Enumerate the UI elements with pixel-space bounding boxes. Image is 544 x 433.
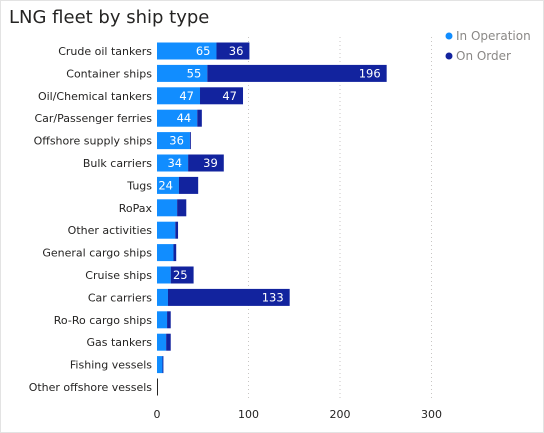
category-label: Other activities <box>68 224 153 237</box>
bar-segment-on-order[interactable] <box>167 311 171 329</box>
category-label: Gas tankers <box>86 336 152 349</box>
category-label: Tugs <box>126 179 152 192</box>
value-axis: 0 100 200 300 <box>154 408 443 421</box>
legend-marker <box>445 32 453 40</box>
category-label: Car/Passenger ferries <box>34 112 152 125</box>
bar-segment-on-order[interactable] <box>216 42 250 60</box>
category-axis: Crude oil tankers Container ships Oil/Chem… <box>29 45 153 394</box>
bar-segment-in-operation[interactable] <box>157 176 179 194</box>
data-label: 65 <box>196 44 211 58</box>
bar-segment-in-operation[interactable] <box>157 109 198 127</box>
legend-marker <box>445 52 453 60</box>
bar-segment-on-order[interactable] <box>189 132 191 150</box>
bar-segment-in-operation[interactable] <box>157 154 189 172</box>
data-label: 196 <box>359 66 381 80</box>
category-label: RoPax <box>119 202 153 215</box>
category-label: Other offshore vessels <box>29 381 153 394</box>
grid-lines <box>248 37 432 399</box>
bar-segment-in-operation[interactable] <box>157 199 178 217</box>
bars: 65 36 55 196 47 47 44 36 34 39 24 25 133 <box>157 42 387 396</box>
data-label: 24 <box>158 178 173 192</box>
legend-item-label[interactable]: On Order <box>456 49 511 63</box>
bar-segment-in-operation[interactable] <box>157 132 190 150</box>
legend: In Operation On Order <box>445 29 531 63</box>
x-tick-label: 0 <box>154 408 161 421</box>
bar-segment-on-order[interactable] <box>207 64 387 82</box>
x-tick-label: 300 <box>421 408 442 421</box>
category-label: Oil/Chemical tankers <box>38 90 152 103</box>
data-label: 44 <box>177 111 192 125</box>
category-label: Offshore supply ships <box>34 135 153 148</box>
category-label: Ro-Ro cargo ships <box>54 314 152 327</box>
bar-segment-in-operation[interactable] <box>157 333 167 351</box>
legend-item-label[interactable]: In Operation <box>456 29 531 43</box>
bar-segment-in-operation[interactable] <box>157 42 217 60</box>
category-label: Container ships <box>66 67 152 80</box>
bar-segment-on-order[interactable] <box>173 244 177 262</box>
data-label: 55 <box>187 66 202 80</box>
category-label: General cargo ships <box>42 247 152 260</box>
data-label: 47 <box>222 89 237 103</box>
bar-segment-in-operation[interactable] <box>157 64 208 82</box>
bar-segment-on-order[interactable] <box>178 176 199 194</box>
category-label: Crude oil tankers <box>58 45 152 58</box>
category-label: Car carriers <box>88 291 152 304</box>
data-label: 25 <box>173 268 188 282</box>
bar-segment-in-operation[interactable] <box>157 244 174 262</box>
bar-segment-on-order[interactable] <box>167 288 290 306</box>
data-label: 39 <box>203 156 218 170</box>
bar-segment-in-operation[interactable] <box>157 87 201 105</box>
bar-segment-on-order[interactable] <box>166 333 171 351</box>
category-label: Fishing vessels <box>70 359 152 372</box>
bar-segment-on-order[interactable] <box>175 221 179 239</box>
bar-segment-on-order[interactable] <box>162 356 164 374</box>
x-tick-label: 200 <box>330 408 351 421</box>
chart-title: LNG fleet by ship type <box>9 7 209 28</box>
bar-segment-in-operation[interactable] <box>157 266 171 284</box>
bar-segment-on-order[interactable] <box>188 154 224 172</box>
bar-segment-minimal[interactable] <box>157 378 158 396</box>
bar-segment-on-order[interactable] <box>200 87 244 105</box>
bar-segment-on-order[interactable] <box>197 109 202 127</box>
data-label: 133 <box>262 290 284 304</box>
bar-segment-in-operation[interactable] <box>157 288 168 306</box>
data-label: 36 <box>169 134 184 148</box>
bar-segment-in-operation[interactable] <box>157 221 176 239</box>
data-label: 34 <box>167 156 182 170</box>
bar-segment-on-order[interactable] <box>170 266 194 284</box>
data-label: 47 <box>179 89 194 103</box>
category-label: Cruise ships <box>85 269 152 282</box>
x-tick-label: 100 <box>238 408 259 421</box>
bar-segment-in-operation[interactable] <box>157 311 168 329</box>
bar-segment-on-order[interactable] <box>177 199 187 217</box>
data-label: 36 <box>229 44 244 58</box>
category-label: Bulk carriers <box>83 157 152 170</box>
bar-segment-in-operation[interactable] <box>157 356 163 374</box>
